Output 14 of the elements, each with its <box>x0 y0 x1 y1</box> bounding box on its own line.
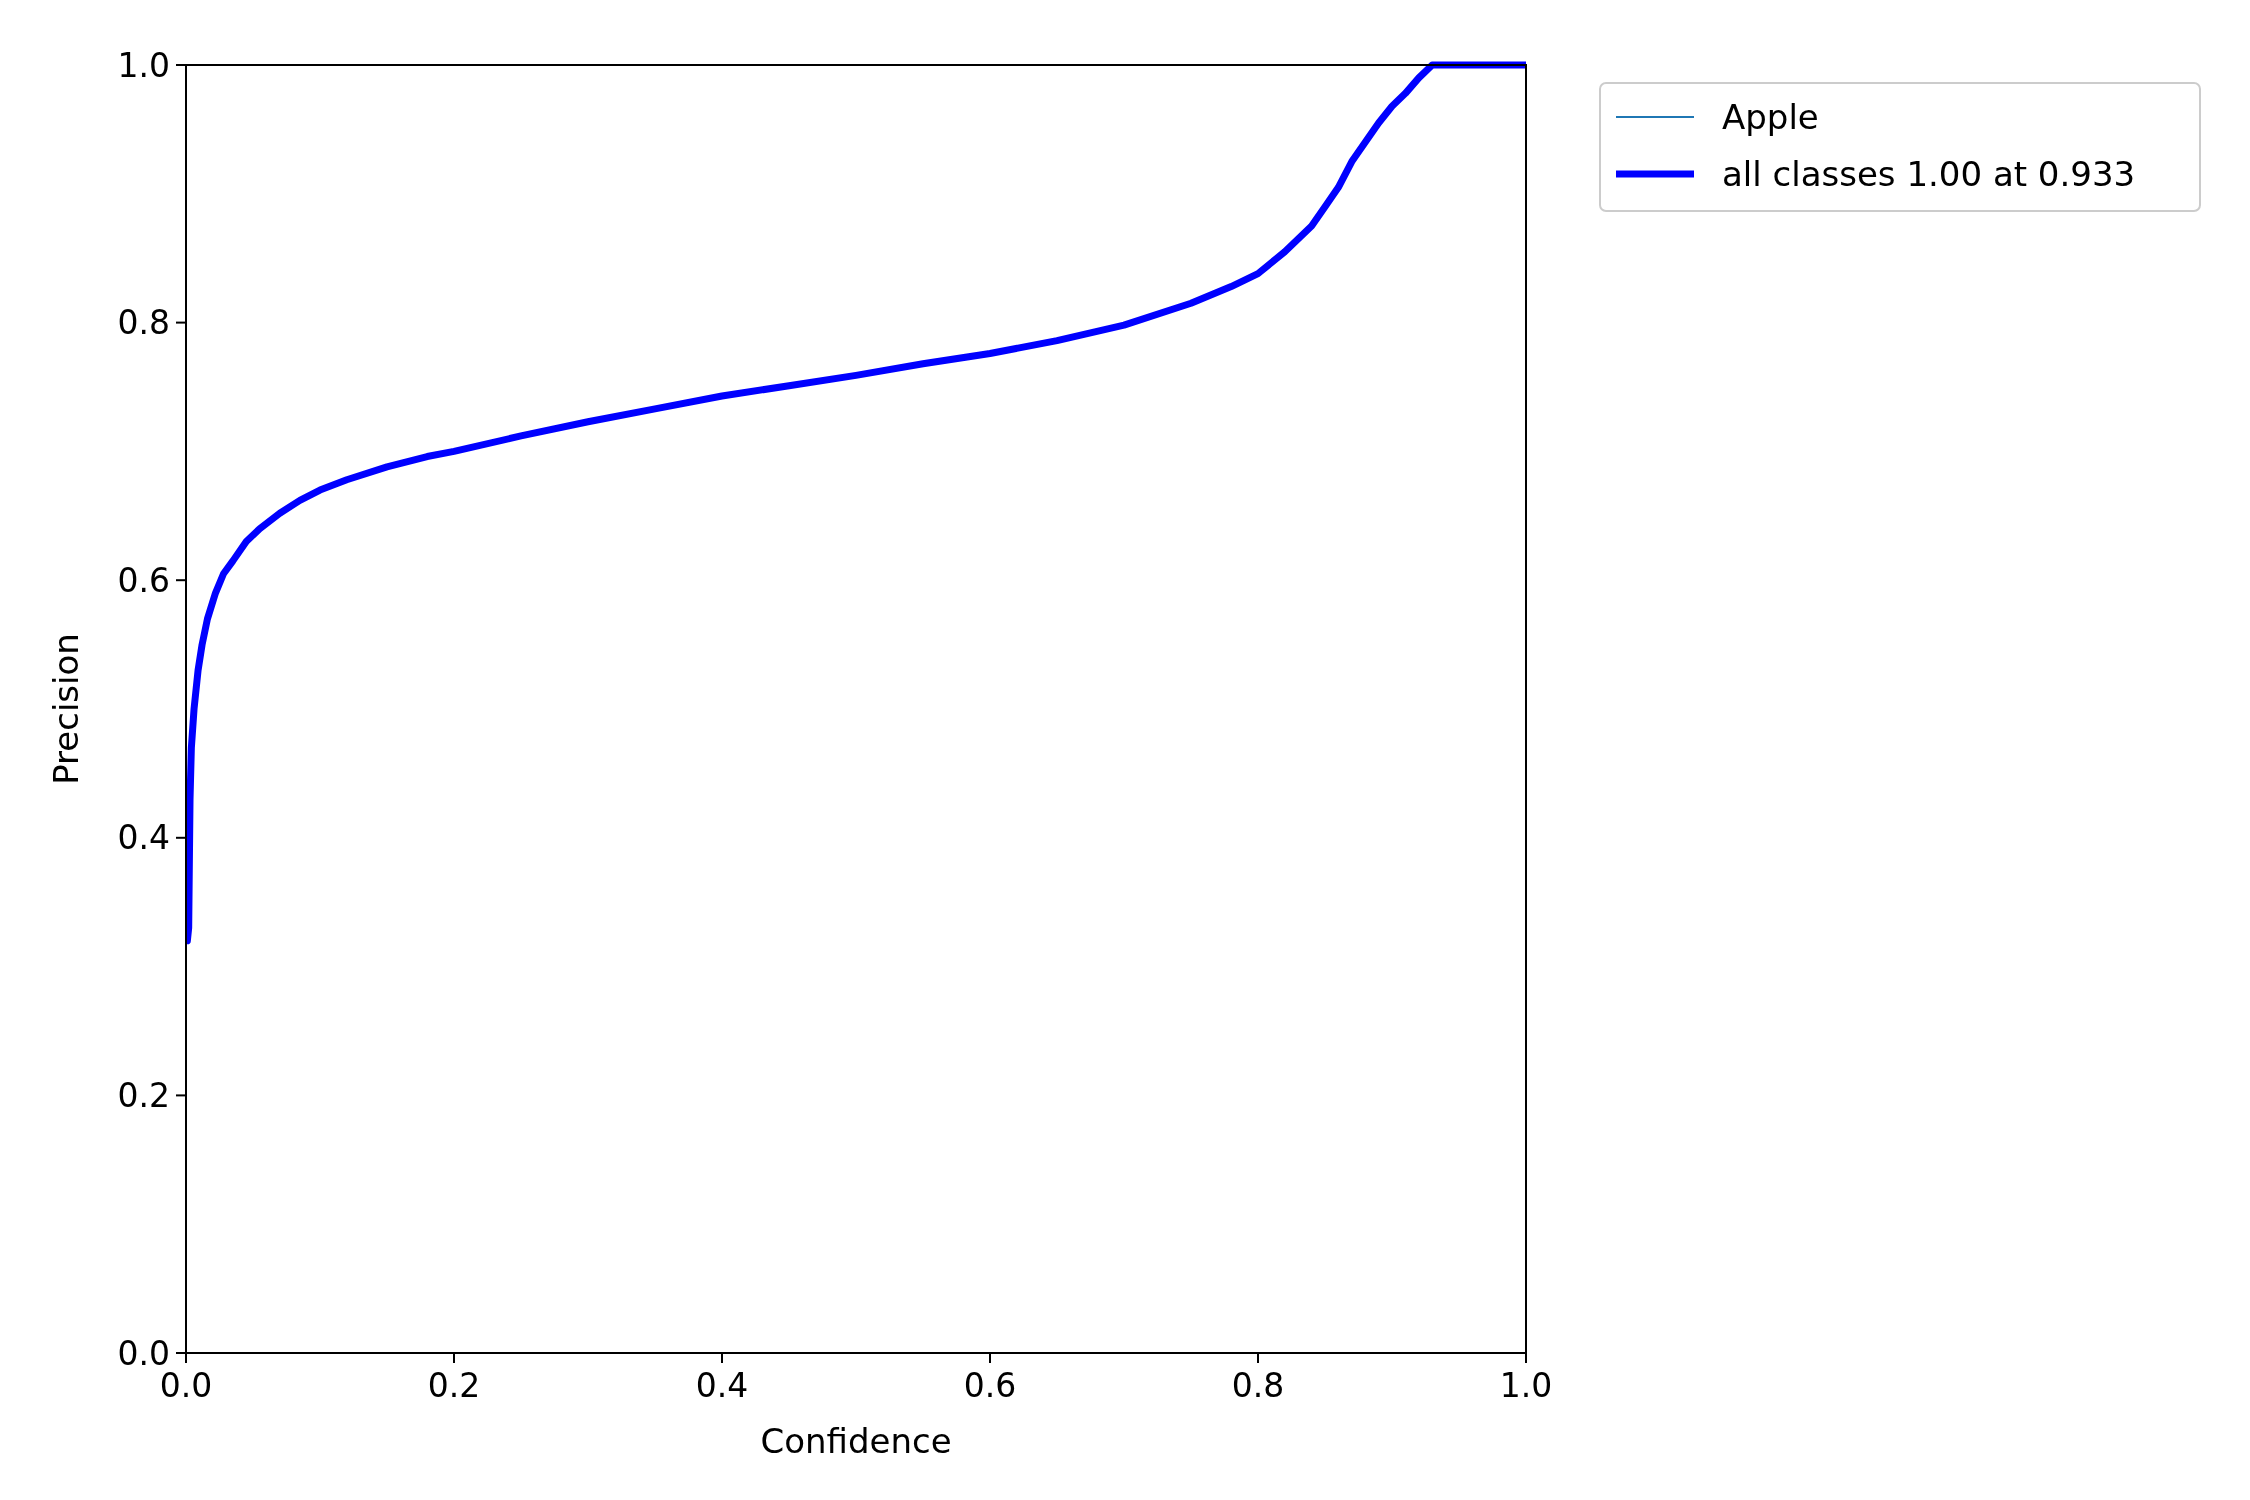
x-axis-title: Confidence <box>760 1421 952 1461</box>
y-tick-label: 0.8 <box>117 303 170 343</box>
y-axis-title: Precision <box>46 633 86 785</box>
legend-label: all classes 1.00 at 0.933 <box>1722 153 2136 194</box>
legend-label: Apple <box>1722 96 1819 137</box>
y-tick-label: 0.4 <box>117 818 170 858</box>
x-tick-label: 0.8 <box>1231 1366 1285 1405</box>
x-tick-label: 0.2 <box>427 1366 481 1405</box>
y-tick-label: 0.6 <box>117 560 170 600</box>
y-tick-label: 0.2 <box>117 1075 170 1115</box>
x-tick-label: 0.6 <box>963 1366 1017 1405</box>
y-tick-label: 1.0 <box>117 45 170 85</box>
x-tick-label: 0.4 <box>695 1366 749 1405</box>
x-tick-label: 1.0 <box>1499 1366 1553 1405</box>
